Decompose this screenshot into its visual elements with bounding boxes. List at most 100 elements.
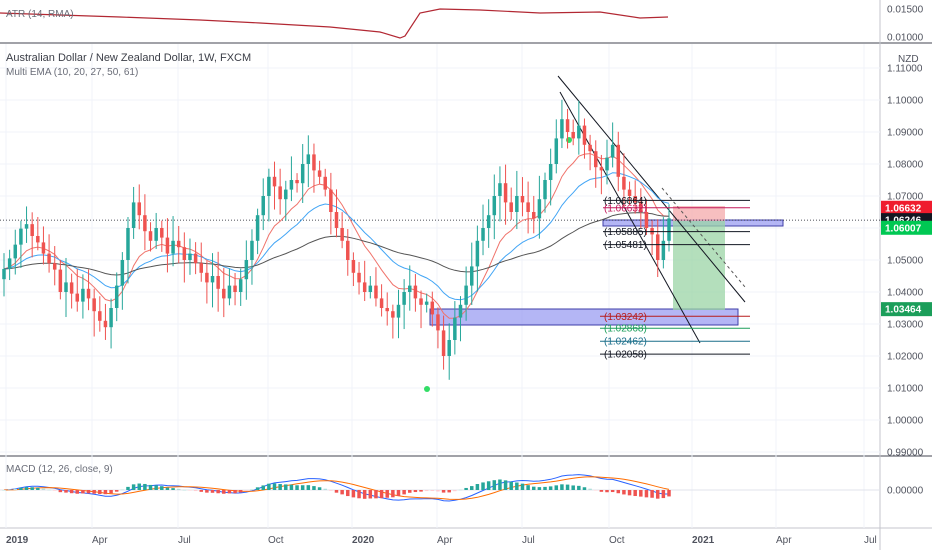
candle-body	[289, 180, 294, 190]
macd-histogram-bar	[69, 490, 74, 494]
time-tick-label: 2019	[6, 535, 29, 546]
macd-histogram-bar	[560, 484, 564, 490]
level-label: (1.06864)	[604, 196, 647, 207]
macd-histogram-bar	[655, 490, 660, 499]
price-tick-label: 1.08000	[887, 160, 924, 171]
candle-body	[441, 330, 446, 356]
price-tick-label: 1.01000	[887, 384, 924, 395]
candle-body	[357, 272, 361, 283]
candle-body	[295, 180, 299, 184]
macd-histogram-bar	[295, 485, 299, 490]
demand-zone	[429, 308, 739, 326]
macd-histogram-bar	[75, 490, 80, 494]
macd-histogram-bar	[199, 490, 203, 492]
price-tag	[881, 220, 932, 235]
candle-body	[396, 304, 401, 318]
macd-histogram-bar	[176, 488, 181, 490]
candle-body	[233, 285, 237, 292]
drawings[interactable]	[0, 75, 880, 392]
price-tick-label: 1.09000	[887, 128, 924, 139]
macd-histogram-bar	[24, 487, 29, 490]
macd-histogram-bar	[126, 486, 130, 490]
macd-histogram-bar	[103, 490, 108, 495]
candle-body	[176, 240, 181, 248]
candle-body	[312, 154, 316, 171]
candle-body	[593, 151, 598, 168]
macd-histogram-bar	[639, 490, 643, 497]
candle-body	[447, 340, 451, 356]
candle-body	[385, 308, 389, 312]
time-axis[interactable]: 2019 Apr Jul Oct 2020 Apr Jul Oct 2021 Apr Jul	[6, 535, 877, 546]
candle-body	[458, 304, 463, 318]
candle-body	[47, 253, 51, 264]
macd-histogram-bar	[436, 490, 440, 492]
candle-body	[210, 276, 215, 283]
macd-histogram-bar	[188, 490, 192, 491]
candle-body	[509, 202, 513, 212]
candle-body	[182, 247, 187, 260]
candle-body	[667, 218, 671, 241]
macd-histogram-bar	[396, 490, 401, 497]
candle-body	[436, 314, 440, 331]
candle-body	[571, 132, 575, 139]
candle-body	[317, 170, 322, 177]
candle-body	[526, 202, 530, 212]
level-label: (1.02058)	[604, 350, 647, 361]
level-label: (1.02868)	[604, 324, 647, 335]
macd-histogram-bar	[250, 489, 254, 490]
macd-histogram-bar	[317, 487, 322, 490]
candle-body	[622, 176, 626, 190]
candle-body	[644, 212, 649, 228]
macd-histogram-bar	[520, 483, 525, 490]
level-label: (1.03242)	[604, 312, 647, 323]
price-axis[interactable]: 1.11000 1.10000 1.09000 1.08000 1.07000 1.060…	[881, 64, 932, 459]
macd-histogram-bar	[368, 490, 373, 499]
price-tag	[881, 302, 932, 317]
macd-histogram-bar	[498, 479, 502, 490]
candle-body	[98, 311, 102, 321]
candle-body	[2, 268, 6, 280]
macd-histogram-bar	[408, 490, 412, 493]
macd-histogram-bar	[165, 487, 170, 490]
candle-body	[13, 244, 18, 259]
candle-body	[582, 125, 587, 145]
candle-body	[75, 293, 80, 302]
fib-levels[interactable]: (1.06864)(1.06632) (1.05885) (1.05481) (1.0…	[600, 196, 750, 361]
macd-histogram-bar	[537, 487, 542, 490]
candle-body	[193, 253, 198, 264]
candle-body	[284, 189, 288, 200]
macd-histogram-bar	[255, 487, 260, 490]
candle-body	[131, 202, 136, 228]
price-tick-label: 0.99000	[887, 448, 924, 459]
candle-body	[599, 167, 604, 171]
currency-label: NZD	[898, 54, 919, 65]
macd-histogram-bar	[289, 484, 294, 490]
candle-body	[160, 228, 164, 238]
macd-histogram-bar	[244, 490, 249, 492]
candle-body	[250, 240, 254, 260]
macd-histogram-bar	[36, 487, 40, 490]
macd-histogram-bar	[2, 490, 6, 491]
candle-body	[171, 240, 175, 254]
macd-histogram-bar	[210, 490, 215, 493]
macd-histogram-bar	[402, 490, 406, 495]
macd-histogram-bar	[148, 484, 153, 490]
atr-tick-label: 0.01500	[887, 5, 924, 16]
candle-body	[481, 228, 485, 241]
macd-histogram-bar	[571, 485, 575, 490]
macd-panel: 0.00000	[0, 474, 924, 502]
macd-histogram-bar	[143, 483, 147, 490]
candlesticks	[2, 99, 671, 380]
macd-histogram-bar	[379, 490, 384, 499]
candle-body	[588, 144, 592, 152]
candle-body	[430, 301, 435, 315]
macd-histogram-bar	[627, 490, 632, 496]
candle-body	[554, 138, 559, 164]
price-tag-label: 1.06632	[885, 203, 922, 214]
candle-body	[300, 164, 305, 184]
macd-histogram-bar	[481, 482, 485, 490]
candle-body	[334, 212, 339, 228]
candle-body	[340, 228, 344, 241]
chart-title: Australian Dollar / New Zealand Dollar, …	[6, 52, 251, 64]
